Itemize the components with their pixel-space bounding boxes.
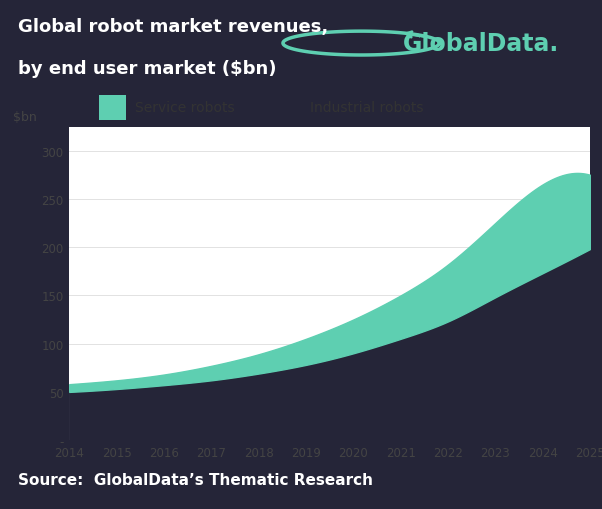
Text: Global robot market revenues,: Global robot market revenues, — [18, 18, 328, 36]
Text: by end user market ($bn): by end user market ($bn) — [18, 60, 276, 77]
FancyBboxPatch shape — [274, 96, 301, 120]
Text: Source:  GlobalData’s Thematic Research: Source: GlobalData’s Thematic Research — [18, 472, 373, 487]
Text: GlobalData.: GlobalData. — [403, 32, 560, 56]
Text: Service robots: Service robots — [135, 101, 235, 115]
Text: $bn: $bn — [13, 111, 37, 124]
Text: Industrial robots: Industrial robots — [310, 101, 424, 115]
FancyBboxPatch shape — [99, 96, 126, 120]
